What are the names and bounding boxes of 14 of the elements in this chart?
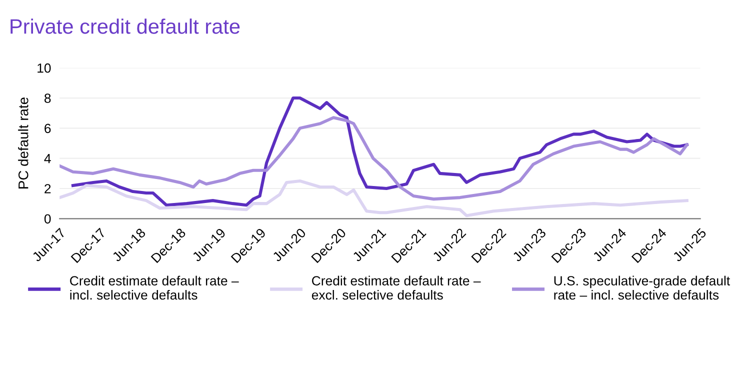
y-tick-label: 10 bbox=[38, 63, 51, 73]
y-tick-label: 8 bbox=[44, 94, 51, 103]
y-tick-label: 2 bbox=[44, 184, 51, 194]
legend-label: Credit estimate default rate – incl. selective defaults bbox=[70, 276, 239, 300]
legend-label: Credit estimate default rate – excl. selective defaults bbox=[312, 276, 481, 300]
y-tick-label: 6 bbox=[44, 124, 51, 134]
line-series bbox=[71, 96, 688, 207]
chart-title: Private credit default rate bbox=[10, 18, 240, 34]
line-series bbox=[60, 116, 688, 201]
y-tick-label: 4 bbox=[44, 154, 51, 164]
y-tick-label: 0 bbox=[44, 214, 51, 224]
legend-label: U.S. speculative-grade default rate – incl. selective defaults bbox=[554, 276, 730, 300]
line-series bbox=[60, 179, 688, 218]
y-axis-title: PC default rate bbox=[18, 98, 28, 188]
